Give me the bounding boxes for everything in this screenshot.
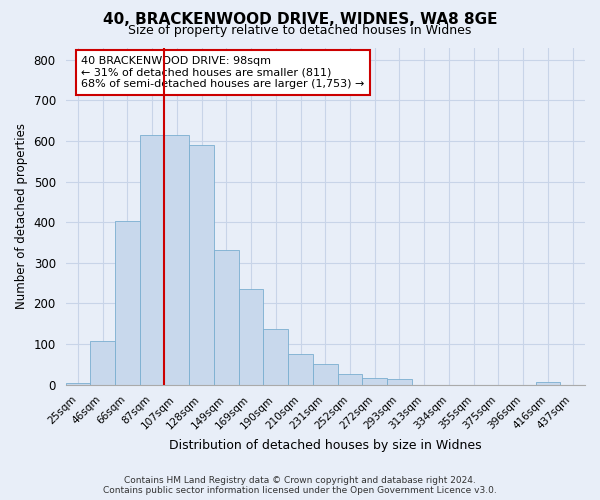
- Bar: [115, 221, 140, 384]
- Bar: [288, 354, 313, 384]
- Text: Contains HM Land Registry data © Crown copyright and database right 2024.
Contai: Contains HM Land Registry data © Crown c…: [103, 476, 497, 495]
- Bar: [189, 145, 214, 384]
- Bar: [362, 378, 387, 384]
- Bar: [214, 250, 239, 384]
- Bar: [140, 135, 164, 384]
- Bar: [65, 382, 90, 384]
- Bar: [90, 341, 115, 384]
- Bar: [387, 379, 412, 384]
- Bar: [164, 135, 189, 384]
- Y-axis label: Number of detached properties: Number of detached properties: [15, 123, 28, 309]
- Text: Size of property relative to detached houses in Widnes: Size of property relative to detached ho…: [128, 24, 472, 37]
- Bar: [536, 382, 560, 384]
- Bar: [338, 374, 362, 384]
- Bar: [263, 330, 288, 384]
- Text: 40 BRACKENWOOD DRIVE: 98sqm
← 31% of detached houses are smaller (811)
68% of se: 40 BRACKENWOOD DRIVE: 98sqm ← 31% of det…: [81, 56, 364, 89]
- Bar: [313, 364, 338, 384]
- Text: 40, BRACKENWOOD DRIVE, WIDNES, WA8 8GE: 40, BRACKENWOOD DRIVE, WIDNES, WA8 8GE: [103, 12, 497, 28]
- Bar: [239, 288, 263, 384]
- X-axis label: Distribution of detached houses by size in Widnes: Distribution of detached houses by size …: [169, 440, 482, 452]
